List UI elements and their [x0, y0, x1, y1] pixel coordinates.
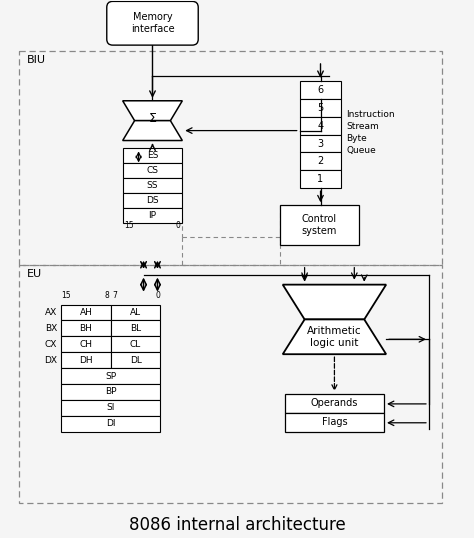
- Text: BL: BL: [130, 324, 141, 333]
- Text: CS: CS: [146, 166, 158, 175]
- Text: DX: DX: [44, 356, 57, 365]
- Bar: [123, 178, 182, 193]
- Text: Operands: Operands: [311, 399, 358, 408]
- Bar: [61, 416, 161, 431]
- Text: BP: BP: [105, 387, 117, 397]
- Text: 5: 5: [318, 103, 324, 113]
- Bar: [300, 134, 341, 152]
- Text: SP: SP: [105, 372, 116, 380]
- Bar: [280, 205, 359, 245]
- Bar: [123, 208, 182, 223]
- Bar: [61, 352, 111, 368]
- Bar: [111, 352, 161, 368]
- Text: IP: IP: [148, 211, 156, 220]
- Text: AH: AH: [80, 308, 92, 317]
- Text: AL: AL: [130, 308, 141, 317]
- Bar: [300, 117, 341, 134]
- FancyBboxPatch shape: [107, 2, 198, 45]
- Text: DL: DL: [130, 356, 142, 365]
- Text: 8086 internal architecture: 8086 internal architecture: [128, 516, 346, 534]
- Text: SI: SI: [107, 404, 115, 412]
- Text: 3: 3: [318, 138, 324, 148]
- Text: CH: CH: [79, 340, 92, 349]
- Text: Queue: Queue: [346, 146, 376, 155]
- Bar: [61, 336, 111, 352]
- Text: 2: 2: [318, 157, 324, 166]
- Text: SS: SS: [147, 181, 158, 190]
- Text: AX: AX: [45, 308, 57, 317]
- Bar: [285, 394, 384, 413]
- Text: Memory
interface: Memory interface: [131, 12, 174, 34]
- Text: DH: DH: [79, 356, 93, 365]
- Polygon shape: [283, 285, 386, 320]
- Text: BX: BX: [45, 324, 57, 333]
- Text: EU: EU: [27, 268, 42, 279]
- Bar: [111, 336, 161, 352]
- Bar: [300, 81, 341, 99]
- Bar: [300, 152, 341, 171]
- Text: Σ: Σ: [148, 112, 156, 125]
- Text: 4: 4: [318, 121, 324, 131]
- Bar: [61, 384, 161, 400]
- Text: CX: CX: [45, 340, 57, 349]
- Bar: [111, 321, 161, 336]
- Text: BH: BH: [80, 324, 92, 333]
- Text: 7: 7: [113, 291, 118, 300]
- Bar: [111, 305, 161, 321]
- Text: DS: DS: [146, 196, 159, 205]
- Text: 1: 1: [318, 174, 324, 185]
- Text: ES: ES: [147, 151, 158, 160]
- Bar: [61, 305, 111, 321]
- Text: 8: 8: [104, 291, 109, 300]
- Polygon shape: [283, 320, 386, 354]
- Bar: [61, 368, 161, 384]
- Text: 6: 6: [318, 85, 324, 95]
- Bar: [300, 99, 341, 117]
- Text: 0: 0: [175, 221, 180, 230]
- Bar: [300, 171, 341, 188]
- Text: 15: 15: [125, 221, 134, 230]
- Bar: [61, 321, 111, 336]
- Bar: [123, 193, 182, 208]
- Bar: [19, 265, 442, 503]
- Polygon shape: [123, 121, 182, 140]
- Polygon shape: [123, 101, 182, 121]
- Bar: [61, 400, 161, 416]
- Bar: [123, 148, 182, 164]
- Bar: [123, 164, 182, 178]
- Text: Stream: Stream: [346, 122, 379, 131]
- Text: BIU: BIU: [27, 55, 46, 65]
- Bar: [19, 51, 442, 265]
- Text: CL: CL: [130, 340, 141, 349]
- Bar: [285, 413, 384, 431]
- Text: Byte: Byte: [346, 134, 367, 143]
- Text: Control
system: Control system: [302, 214, 337, 236]
- Text: Flags: Flags: [322, 417, 347, 427]
- Text: Instruction: Instruction: [346, 110, 395, 119]
- Text: 0: 0: [155, 291, 161, 300]
- Text: DI: DI: [106, 419, 116, 428]
- Text: 15: 15: [61, 291, 71, 300]
- Text: Arithmetic
logic unit: Arithmetic logic unit: [307, 326, 362, 348]
